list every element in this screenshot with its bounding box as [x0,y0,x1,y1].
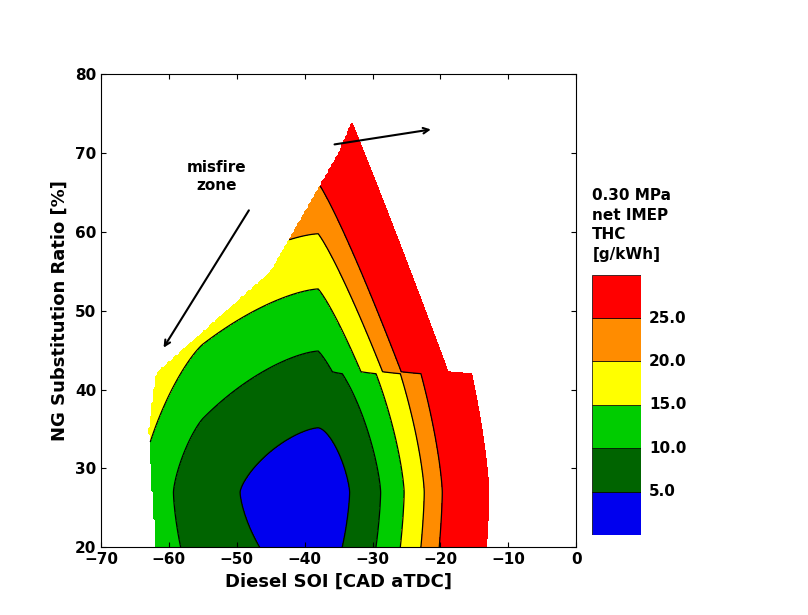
Bar [592,318,641,362]
Bar [592,491,641,535]
Bar [592,274,641,318]
Y-axis label: NG Substitution Ratio [%]: NG Substitution Ratio [%] [51,180,69,441]
Bar [592,405,641,448]
Text: 25.0: 25.0 [649,311,687,325]
Text: 5.0: 5.0 [649,484,675,499]
Bar [592,362,641,405]
X-axis label: Diesel SOI [CAD aTDC]: Diesel SOI [CAD aTDC] [225,573,452,591]
Text: 10.0: 10.0 [649,441,686,456]
Text: 20.0: 20.0 [649,354,687,369]
Bar [592,448,641,491]
Text: 15.0: 15.0 [649,397,686,412]
Text: misfire
zone: misfire zone [187,160,246,192]
Text: 0.30 MPa
net IMEP
THC
[g/kWh]: 0.30 MPa net IMEP THC [g/kWh] [592,188,671,262]
